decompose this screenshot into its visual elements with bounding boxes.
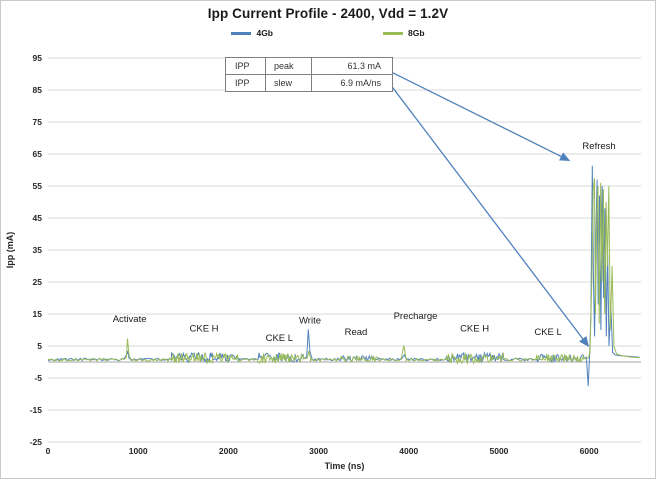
annotation-arrow-2 — [391, 86, 590, 348]
y-tick-label-55: 55 — [33, 181, 43, 191]
x-tick-label-3000: 3000 — [309, 446, 328, 456]
y-tick-label-25: 25 — [33, 277, 43, 287]
ipp-peak-label: peak — [266, 58, 312, 74]
legend-item-8gb: 8Gb — [383, 28, 425, 38]
event-label-cke-h: CKE H — [190, 324, 219, 335]
event-label-activate: Activate — [113, 314, 147, 325]
y-tick-label-5: 5 — [37, 341, 42, 351]
ipp-annotation-table: IPP peak 61.3 mA IPP slew 6.9 mA/ns — [225, 57, 393, 92]
legend-item-4gb: 4Gb — [231, 28, 273, 38]
x-axis-title: Time (ns) — [325, 461, 365, 471]
ipp-slew-param: IPP — [226, 75, 266, 91]
y-tick-label--15: -15 — [30, 405, 43, 415]
legend-swatch-4gb — [231, 31, 252, 35]
y-tick-label-15: 15 — [33, 309, 43, 319]
y-tick-label-95: 95 — [33, 53, 43, 63]
series-line-4gb — [47, 165, 640, 387]
y-tick-label-75: 75 — [33, 117, 43, 127]
x-tick-label-4000: 4000 — [399, 446, 418, 456]
y-tick-label-35: 35 — [33, 245, 43, 255]
chart-legend: 4Gb 8Gb — [1, 28, 655, 38]
y-tick-label--25: -25 — [30, 437, 43, 447]
x-tick-label-6000: 6000 — [580, 446, 599, 456]
ipp-peak-value: 61.3 mA — [347, 61, 381, 71]
ipp-slew-value: 6.9 mA/ns — [340, 78, 381, 88]
x-tick-label-2000: 2000 — [219, 446, 238, 456]
event-label-precharge: Precharge — [394, 311, 438, 322]
event-label-read: Read — [345, 327, 368, 338]
x-tick-label-0: 0 — [46, 446, 51, 456]
event-label-refresh: Refresh — [582, 141, 615, 152]
event-label-write: Write — [299, 316, 321, 327]
y-tick-label-85: 85 — [33, 85, 43, 95]
legend-label-8gb: 8Gb — [408, 28, 425, 38]
y-tick-label-65: 65 — [33, 149, 43, 159]
ipp-peak-param: IPP — [226, 58, 266, 74]
y-tick-label--5: -5 — [34, 373, 42, 383]
ipp-slew-row: IPP slew 6.9 mA/ns — [226, 74, 392, 91]
y-tick-label-45: 45 — [33, 213, 43, 223]
ipp-peak-row: IPP peak 61.3 mA — [226, 58, 392, 74]
x-tick-label-5000: 5000 — [489, 446, 508, 456]
y-axis-title: Ipp (mA) — [5, 232, 15, 269]
legend-swatch-8gb — [383, 31, 403, 35]
event-label-cke-l: CKE L — [534, 327, 561, 338]
event-label-cke-h: CKE H — [460, 324, 489, 335]
chart-title: Ipp Current Profile - 2400, Vdd = 1.2V — [207, 6, 449, 21]
annotation-arrow-1 — [391, 71, 571, 161]
x-tick-label-1000: 1000 — [129, 446, 148, 456]
event-label-cke-l: CKE L — [266, 333, 293, 344]
series-line-8gb — [48, 177, 640, 365]
legend-label-4gb: 4Gb — [256, 28, 273, 38]
ipp-slew-label: slew — [266, 75, 312, 91]
